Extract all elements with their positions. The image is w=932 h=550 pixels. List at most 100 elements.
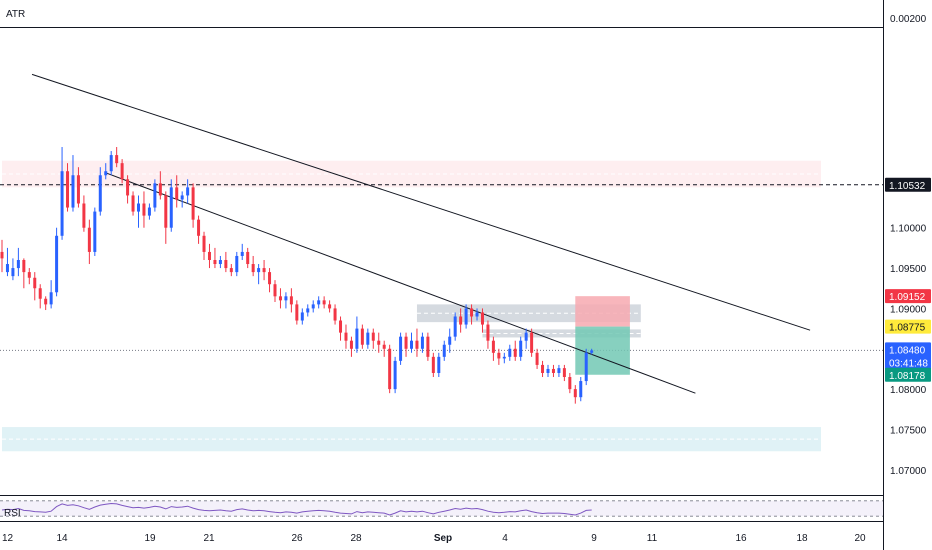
candle-body [218, 260, 222, 265]
candle-body [568, 377, 572, 390]
candle-body [360, 328, 364, 345]
candle [164, 191, 168, 244]
price-tick-label: 1.09000 [890, 304, 927, 315]
atr-indicator-label[interactable]: ATR [6, 9, 25, 20]
candle [207, 243, 211, 269]
candle-body [311, 304, 315, 309]
candle-body [257, 268, 261, 273]
candle-body [175, 187, 179, 200]
candle [306, 304, 310, 317]
candle-body [55, 235, 59, 293]
candle-body [22, 260, 26, 273]
candle [284, 292, 288, 309]
candle-body [131, 195, 135, 212]
rsi-line [1, 502, 592, 516]
candle [98, 167, 102, 216]
candle [410, 332, 413, 353]
candle-body [562, 368, 566, 378]
candle [442, 340, 446, 361]
candle [311, 300, 315, 313]
candle [502, 352, 506, 364]
candle-body [251, 264, 255, 273]
candle [169, 179, 173, 232]
candle [11, 258, 15, 281]
candle-body [153, 183, 157, 208]
candle-body [530, 332, 534, 353]
candle [27, 268, 31, 285]
candle [224, 251, 228, 273]
candle-body [573, 389, 577, 398]
candle [584, 348, 588, 386]
candle [415, 328, 419, 357]
stop-loss-zone [575, 296, 630, 327]
candle [87, 219, 91, 265]
candle-body [104, 171, 108, 176]
candle-body [66, 171, 70, 208]
candle [22, 258, 26, 289]
candle-body [317, 300, 321, 305]
candle [66, 163, 70, 212]
candle-body [475, 312, 479, 317]
candle-body [240, 251, 244, 256]
candle-body [513, 348, 517, 357]
time-tick-label: Sep [434, 533, 452, 544]
candle-body [268, 272, 272, 285]
price-badge-bg [885, 367, 931, 382]
candle-body [557, 368, 561, 373]
candle-body [158, 183, 162, 196]
candle [295, 300, 299, 325]
price-tick-label: 1.07000 [890, 466, 927, 477]
candle-body [584, 352, 588, 382]
candle [333, 304, 337, 325]
candle-body [519, 340, 523, 357]
time-axis[interactable]: 12 14 19 21 26 28 Sep 4 9 11 16 18 20 [2, 533, 866, 544]
candle-body [344, 332, 348, 341]
candle [426, 332, 430, 361]
candle [579, 377, 583, 402]
candle [44, 296, 48, 311]
candle [153, 179, 157, 212]
bar-countdown-label: 03:41:48 [889, 358, 928, 369]
candle-body [224, 260, 228, 269]
candle [197, 215, 201, 244]
rsi-indicator-label[interactable]: RSI [4, 508, 21, 519]
candle-body [453, 316, 457, 337]
candle-body [431, 356, 435, 373]
candle-body [388, 348, 392, 390]
candle-body [186, 187, 190, 196]
price-badge-label: 1.08178 [889, 371, 926, 382]
candle-body [295, 304, 299, 321]
candle [497, 348, 501, 365]
candle-body [300, 312, 304, 321]
candle-body [349, 340, 353, 349]
candle-body [502, 356, 506, 359]
price-badge-label: 1.08480 [889, 345, 926, 356]
candle-body [76, 175, 80, 204]
time-tick-label: 20 [854, 533, 866, 544]
candle [180, 191, 184, 208]
price-axis[interactable]: 1.10000 1.09500 1.09000 1.08000 1.07500 1.070… [883, 0, 932, 550]
price-badge-red: 1.09152 [885, 289, 931, 304]
candle [213, 247, 217, 269]
candle [76, 167, 80, 208]
candle [126, 175, 130, 204]
candle-body [5, 264, 9, 273]
candle-body [60, 171, 64, 236]
candle-body [44, 298, 48, 305]
time-tick-label: 11 [647, 533, 658, 544]
candle-body [147, 207, 151, 216]
candle [82, 195, 86, 232]
candle-body [213, 260, 217, 265]
time-tick-label: 12 [2, 533, 14, 544]
candle-body [371, 332, 375, 341]
trendlines-layer [31, 73, 811, 394]
candle [262, 260, 266, 281]
candle-body [246, 251, 250, 265]
candle-body [355, 328, 359, 349]
candle [551, 364, 555, 378]
candle-body [437, 356, 441, 373]
candle-body [524, 332, 528, 341]
candle-body [497, 352, 501, 359]
candle [93, 207, 97, 256]
